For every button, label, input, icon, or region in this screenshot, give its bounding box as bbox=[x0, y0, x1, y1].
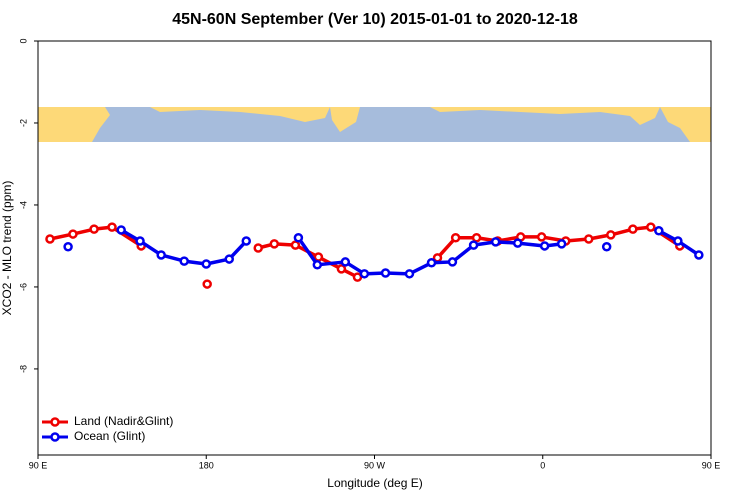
x-axis-label: Longitude (deg E) bbox=[327, 476, 422, 490]
y-tick-label: -2 bbox=[18, 119, 28, 127]
legend-label: Ocean (Glint) bbox=[74, 429, 145, 443]
legend-marker bbox=[50, 432, 60, 442]
data-point bbox=[179, 256, 189, 266]
data-point bbox=[606, 230, 616, 240]
data-point bbox=[556, 239, 567, 249]
chart-title: 45N-60N September (Ver 10) 2015-01-01 to… bbox=[172, 11, 578, 28]
data-point bbox=[359, 269, 370, 279]
data-point bbox=[426, 258, 437, 268]
data-point bbox=[269, 239, 280, 249]
data-point bbox=[536, 232, 547, 242]
data-point bbox=[694, 250, 704, 260]
data-point bbox=[202, 279, 212, 289]
data-point bbox=[135, 236, 145, 246]
data-point bbox=[290, 240, 301, 250]
data-point bbox=[253, 243, 263, 253]
data-point bbox=[63, 242, 73, 252]
data-point bbox=[583, 234, 594, 244]
data-point bbox=[471, 233, 482, 243]
legend-label: Land (Nadir&Glint) bbox=[74, 414, 173, 428]
data-point bbox=[340, 257, 351, 267]
data-point bbox=[312, 260, 323, 270]
data-point bbox=[107, 222, 117, 232]
data-point bbox=[68, 229, 78, 239]
data-point bbox=[336, 264, 347, 274]
y-tick-label: 0 bbox=[18, 38, 28, 43]
x-tick-label: 0 bbox=[540, 460, 545, 470]
data-point bbox=[512, 238, 523, 248]
data-point bbox=[156, 250, 166, 260]
y-tick-label: -6 bbox=[18, 283, 28, 291]
data-point bbox=[628, 224, 638, 234]
data-point bbox=[201, 259, 211, 269]
data-point bbox=[313, 252, 324, 262]
x-tick-label: 180 bbox=[199, 460, 214, 470]
data-point bbox=[89, 224, 99, 234]
data-point bbox=[404, 269, 415, 279]
legend-marker bbox=[50, 417, 60, 427]
data-point bbox=[601, 242, 612, 252]
data-point bbox=[116, 225, 126, 235]
data-point bbox=[539, 241, 550, 251]
data-point bbox=[646, 222, 656, 232]
data-point bbox=[241, 236, 252, 246]
y-tick-label: -8 bbox=[18, 365, 28, 373]
data-point bbox=[490, 237, 501, 247]
x-tick-label: 90 E bbox=[29, 460, 48, 470]
data-point bbox=[450, 233, 461, 243]
data-point bbox=[673, 236, 683, 246]
data-point bbox=[45, 234, 55, 244]
data-point bbox=[447, 257, 458, 267]
map-strip bbox=[38, 107, 711, 142]
data-point bbox=[293, 233, 304, 243]
y-tick-label: -4 bbox=[18, 201, 28, 209]
data-point bbox=[468, 240, 479, 250]
data-point bbox=[224, 254, 234, 264]
x-tick-label: 90 E bbox=[702, 460, 721, 470]
data-point bbox=[654, 226, 664, 236]
y-axis-label: XCO2 - MLO trend (ppm) bbox=[0, 181, 14, 316]
data-point bbox=[380, 268, 391, 278]
x-tick-label: 90 W bbox=[364, 460, 386, 470]
